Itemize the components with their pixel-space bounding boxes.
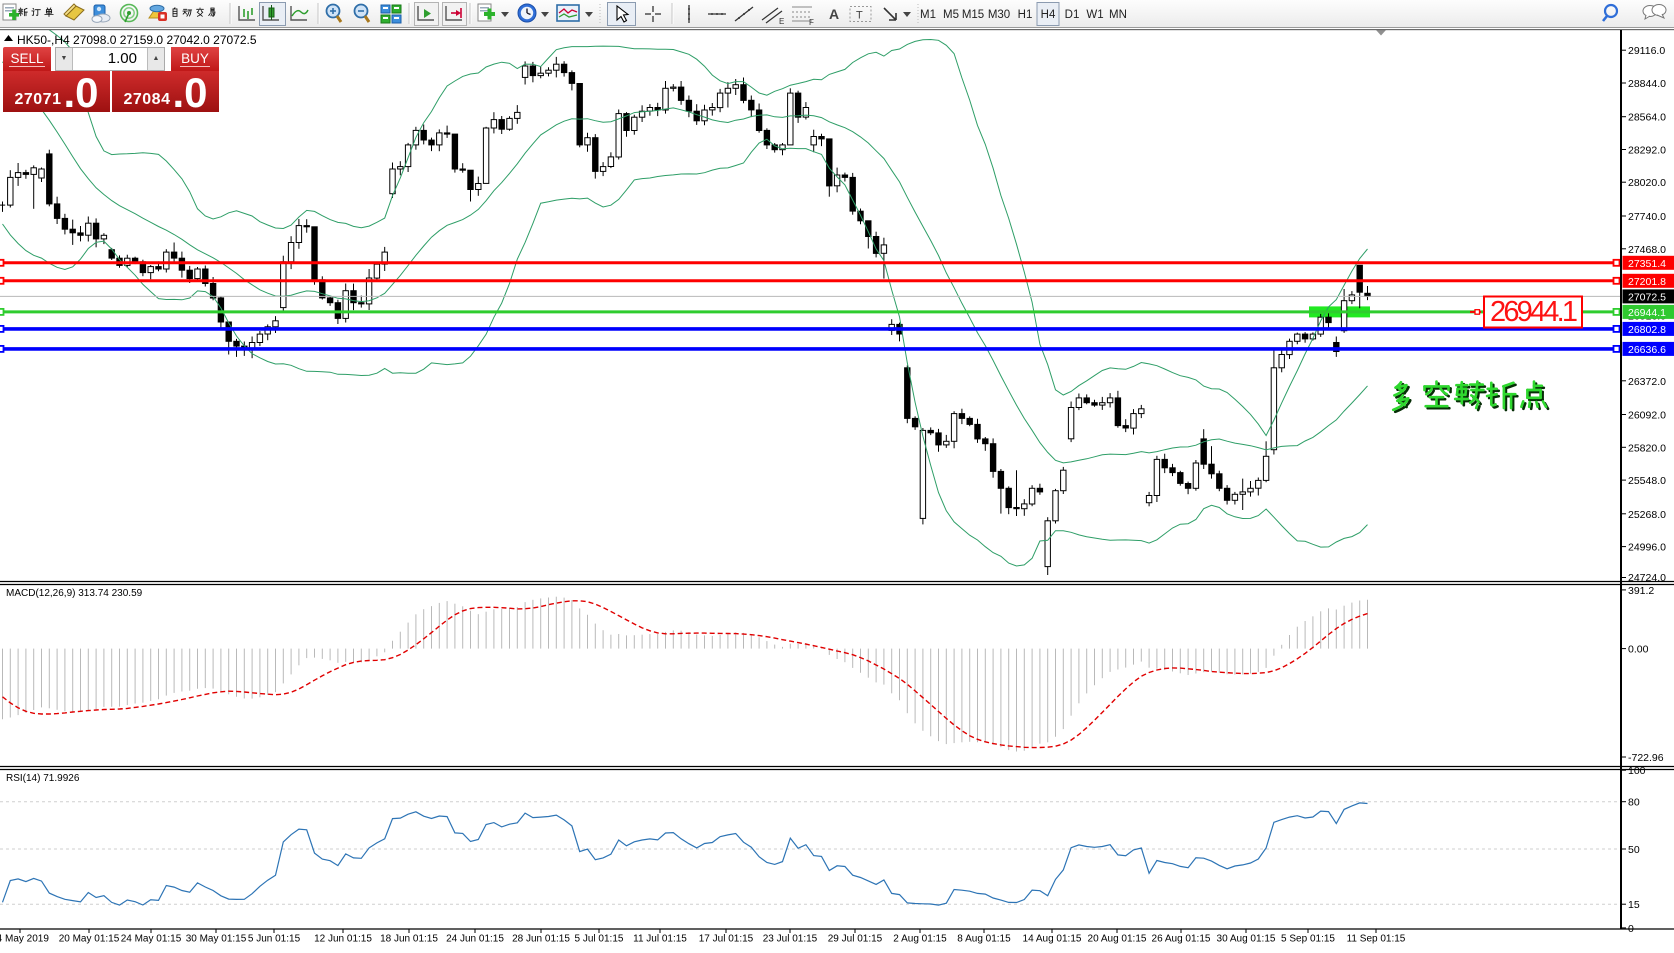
svg-text:5 Jun 01:15: 5 Jun 01:15 <box>248 934 301 945</box>
svg-text:80: 80 <box>1628 797 1640 809</box>
svg-text:HK50-,H4 27098.0 27159.0 2704: HK50-,H4 27098.0 27159.0 27042.0 27072.5 <box>17 33 257 47</box>
svg-text:H1: H1 <box>1018 9 1033 21</box>
svg-text:14 May 2019: 14 May 2019 <box>0 934 49 945</box>
svg-text:D1: D1 <box>1065 9 1080 21</box>
svg-text:5 Jul 01:15: 5 Jul 01:15 <box>575 934 624 945</box>
svg-text:27201.8: 27201.8 <box>1628 276 1666 288</box>
svg-text:14 Aug 01:15: 14 Aug 01:15 <box>1023 934 1082 945</box>
svg-text:27740.0: 27740.0 <box>1628 211 1666 223</box>
svg-text:26 Aug 01:15: 26 Aug 01:15 <box>1152 934 1211 945</box>
svg-text:28292.0: 28292.0 <box>1628 145 1666 157</box>
svg-text:-722.96: -722.96 <box>1628 752 1664 764</box>
svg-text:W1: W1 <box>1086 9 1103 21</box>
svg-text:26802.8: 26802.8 <box>1628 324 1666 336</box>
svg-text:M30: M30 <box>988 9 1010 21</box>
svg-text:26372.0: 26372.0 <box>1628 376 1666 388</box>
svg-text:27468.0: 27468.0 <box>1628 244 1666 256</box>
svg-text:MN: MN <box>1109 9 1127 21</box>
svg-text:11 Jul 01:15: 11 Jul 01:15 <box>633 934 687 945</box>
svg-text:24 Jun 01:15: 24 Jun 01:15 <box>446 934 504 945</box>
svg-text:28 Jun 01:15: 28 Jun 01:15 <box>512 934 570 945</box>
svg-text:26944.1: 26944.1 <box>1490 296 1578 328</box>
svg-text:11 Sep 01:15: 11 Sep 01:15 <box>1347 934 1406 945</box>
svg-text:20 Aug 01:15: 20 Aug 01:15 <box>1088 934 1147 945</box>
svg-text:RSI(14) 71.9926: RSI(14) 71.9926 <box>6 773 80 784</box>
svg-text:25820.0: 25820.0 <box>1628 442 1666 454</box>
svg-text:23 Jul 01:15: 23 Jul 01:15 <box>763 934 818 945</box>
svg-text:8 Aug 01:15: 8 Aug 01:15 <box>957 934 1011 945</box>
svg-text:29116.0: 29116.0 <box>1628 45 1665 57</box>
svg-text:A: A <box>829 6 839 22</box>
svg-text:24724.0: 24724.0 <box>1628 572 1666 584</box>
svg-text:28844.0: 28844.0 <box>1628 78 1666 90</box>
svg-text:25548.0: 25548.0 <box>1628 475 1666 487</box>
svg-text:MACD(12,26,9) 313.74 230.59: MACD(12,26,9) 313.74 230.59 <box>6 588 143 599</box>
svg-text:0.00: 0.00 <box>1628 644 1649 656</box>
svg-text:17 Jul 01:15: 17 Jul 01:15 <box>699 934 754 945</box>
svg-text:2 Aug 01:15: 2 Aug 01:15 <box>893 934 947 945</box>
svg-text:29 Jul 01:15: 29 Jul 01:15 <box>828 934 883 945</box>
svg-text:26636.6: 26636.6 <box>1628 344 1666 356</box>
svg-text:24 May 01:15: 24 May 01:15 <box>121 934 182 945</box>
svg-text:18 Jun 01:15: 18 Jun 01:15 <box>380 934 438 945</box>
svg-text:30 Aug 01:15: 30 Aug 01:15 <box>1217 934 1276 945</box>
svg-text:5 Sep 01:15: 5 Sep 01:15 <box>1281 934 1335 945</box>
svg-text:24996.0: 24996.0 <box>1628 542 1666 554</box>
svg-text:M15: M15 <box>962 9 984 21</box>
svg-text:15: 15 <box>1628 899 1640 911</box>
svg-text:M5: M5 <box>943 9 959 21</box>
svg-text:E: E <box>779 17 784 26</box>
svg-text:F: F <box>809 18 814 27</box>
svg-text:391.2: 391.2 <box>1628 585 1654 597</box>
svg-text:28564.0: 28564.0 <box>1628 112 1666 124</box>
svg-text:28020.0: 28020.0 <box>1628 177 1666 189</box>
svg-text:50: 50 <box>1628 844 1640 856</box>
svg-text:26944.1: 26944.1 <box>1628 307 1666 319</box>
svg-text:27072.5: 27072.5 <box>1628 291 1666 303</box>
svg-text:T: T <box>856 10 863 22</box>
svg-text:12 Jun 01:15: 12 Jun 01:15 <box>314 934 372 945</box>
svg-text:20 May 01:15: 20 May 01:15 <box>59 934 120 945</box>
svg-text:30 May 01:15: 30 May 01:15 <box>186 934 247 945</box>
svg-text:M1: M1 <box>920 9 936 21</box>
svg-text:26092.0: 26092.0 <box>1628 410 1666 422</box>
svg-text:25268.0: 25268.0 <box>1628 509 1666 521</box>
svg-text:H4: H4 <box>1041 9 1056 21</box>
svg-text:27351.4: 27351.4 <box>1628 258 1666 270</box>
